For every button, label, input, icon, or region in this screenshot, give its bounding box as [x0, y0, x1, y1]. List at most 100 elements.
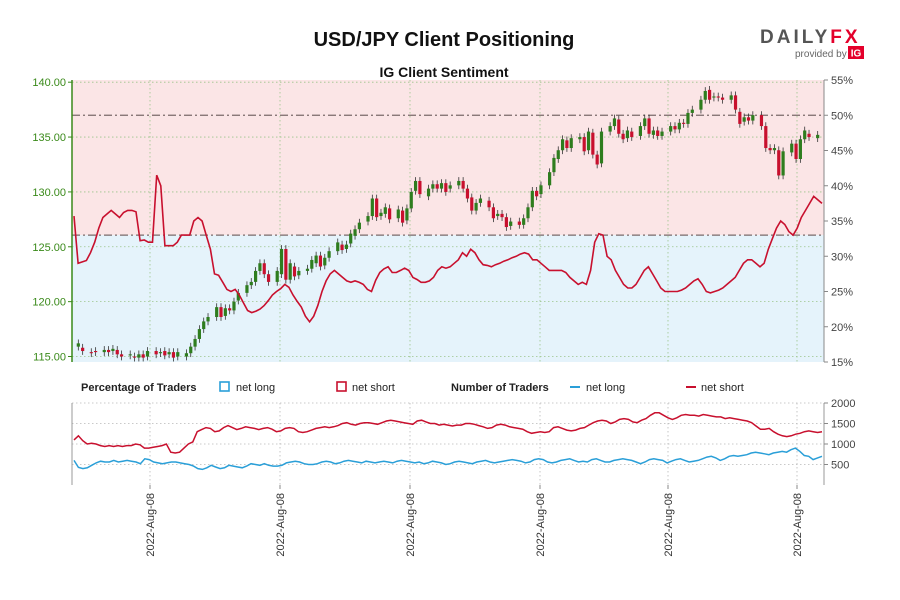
candle-body [262, 263, 266, 275]
candle-body [677, 122, 681, 130]
candle-body [353, 229, 357, 236]
candle-body [803, 130, 807, 140]
candle-body [189, 346, 193, 354]
candle-body [409, 191, 413, 209]
candle-body [517, 221, 521, 225]
legend-number-heading: Number of Traders [451, 382, 549, 394]
candle-body [643, 118, 647, 127]
lower-right-tick-label: 1500 [831, 419, 855, 431]
candle-body [729, 95, 733, 100]
candle-body [327, 251, 331, 258]
candle-body [461, 180, 465, 189]
left-tick-label: 130.00 [32, 187, 66, 199]
candle-body [582, 137, 586, 152]
candle-body [630, 131, 634, 138]
candle-body [245, 285, 249, 293]
legend-number-net-long-label: net long [586, 382, 625, 394]
right-tick-label: 15% [831, 357, 853, 369]
candle-body [370, 198, 374, 217]
candle-body [798, 139, 802, 160]
candle-body [206, 317, 210, 322]
candle-body [720, 97, 725, 100]
candle-body [396, 209, 400, 219]
candle-body [279, 248, 284, 275]
x-tick-label: 2022-Aug-08 [275, 493, 287, 557]
candle-body [608, 126, 612, 132]
candle-body [591, 132, 595, 155]
candle-body [232, 301, 236, 311]
candle-body [171, 352, 176, 358]
candle-body [297, 270, 301, 276]
candle-body [184, 353, 189, 357]
brand-name-a: DAILY [760, 27, 830, 48]
candle-body [375, 198, 379, 218]
candle-body [617, 119, 621, 134]
candle-body [336, 242, 340, 252]
candle-body [405, 208, 409, 221]
candle-body [690, 109, 694, 113]
candle-body [197, 329, 201, 339]
candle-body [669, 126, 673, 132]
candle-body [595, 154, 599, 165]
candle-body [794, 143, 798, 160]
candle-body [738, 111, 742, 124]
candle-body [413, 180, 418, 191]
candle-body [176, 352, 180, 357]
candle-body [599, 131, 604, 164]
candle-body [699, 99, 703, 110]
candle-body [548, 172, 552, 186]
candle-body [444, 183, 448, 192]
net-short-shaded-region [72, 80, 824, 236]
candle-body [764, 126, 768, 149]
legend-net-long-label: net long [236, 382, 275, 394]
candle-body [275, 270, 279, 282]
candle-body [777, 150, 781, 176]
lower-right-tick-label: 500 [831, 460, 849, 472]
candle-body [569, 138, 573, 149]
candle-body [638, 126, 643, 136]
candle-body [305, 268, 310, 271]
candle-body [565, 140, 569, 149]
candle-body [742, 117, 746, 122]
left-tick-label: 120.00 [32, 297, 66, 309]
candle-body [439, 183, 444, 189]
x-tick-label: 2022-Aug-08 [405, 493, 417, 557]
candle-body [448, 185, 452, 189]
left-tick-label: 125.00 [32, 242, 66, 254]
candle-body [612, 118, 617, 127]
candle-body [145, 351, 150, 357]
left-tick-label: 140.00 [32, 77, 66, 89]
svg-text:DAILYFX: DAILYFX [760, 27, 861, 48]
number-net-long-line [73, 447, 823, 471]
candle-body [344, 244, 348, 249]
candle-body [746, 117, 751, 121]
candle-body [357, 222, 361, 230]
candle-body [686, 112, 690, 124]
candle-body [768, 148, 772, 151]
candle-body [219, 307, 223, 318]
candle-body [215, 307, 219, 318]
x-tick-label: 2022-Aug-08 [792, 493, 804, 557]
left-tick-label: 115.00 [33, 352, 66, 364]
candle-body [228, 308, 232, 311]
candle-body [682, 122, 686, 124]
candle-body [470, 197, 474, 211]
candle-body [552, 157, 556, 173]
dailyfx-logo: DAILYFX provided by IG [760, 27, 864, 60]
legend-net-short-label: net short [352, 382, 395, 394]
candle-body [141, 354, 145, 358]
candle-body [163, 351, 167, 356]
candle-body [474, 202, 478, 211]
candle-body [115, 349, 119, 355]
candle-body [193, 338, 197, 347]
candle-body [431, 184, 435, 189]
right-tick-label: 30% [831, 251, 853, 263]
candle-body [288, 263, 292, 280]
candle-body [111, 348, 115, 352]
candle-body [496, 213, 500, 217]
candle-body [465, 188, 470, 199]
candle-body [535, 190, 539, 197]
main-plot: 140.00 135.00 130.00 125.00 120.00 115.00 55%… [32, 75, 853, 369]
candle-body [379, 212, 383, 217]
